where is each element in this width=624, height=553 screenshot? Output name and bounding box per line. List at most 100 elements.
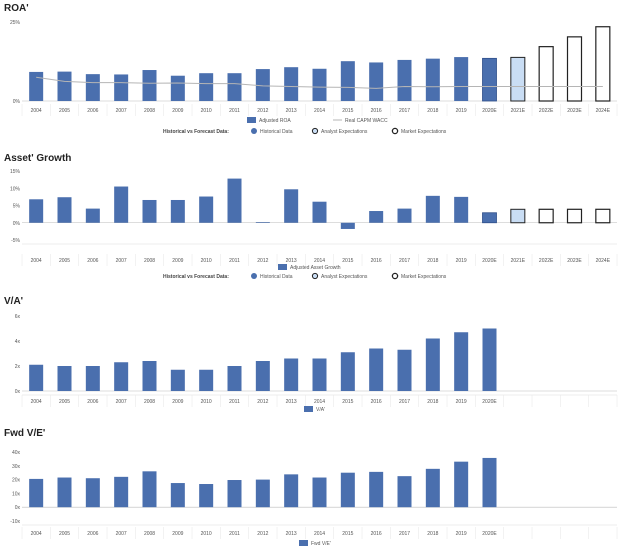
- roa-bar: [199, 73, 214, 101]
- va-xtick-label: 2018: [427, 399, 438, 405]
- va-ytick-label: 2x: [15, 364, 21, 370]
- asset-growth-xtick-label: 2008: [144, 258, 155, 264]
- fwd-ve-bar: [85, 478, 100, 508]
- fwd-ve-ytick-label: 0x: [15, 505, 21, 511]
- roa-bar: [312, 68, 327, 101]
- va-bar: [227, 366, 242, 391]
- roa-analyst-expectation-bar: [510, 56, 526, 102]
- asset-growth-xtick-label: 2010: [201, 258, 212, 264]
- va-bar: [142, 361, 157, 391]
- fwd-ve-bar: [227, 480, 242, 508]
- roa-legend-historical-marker: [251, 128, 257, 134]
- fwd-ve-bar: [57, 477, 72, 508]
- asset-growth-xtick-label: 2023E: [567, 258, 582, 264]
- va-bar: [199, 369, 214, 391]
- roa-xtick-label: 2010: [201, 108, 212, 114]
- va-xtick-label: 2010: [201, 399, 212, 405]
- roa-legend-label: Market Expectations: [401, 129, 447, 135]
- roa-market-expectation-bar: [566, 36, 583, 102]
- roa-legend-label: Real CAPM WACC: [345, 118, 388, 124]
- roa-legend-label: Adjusted ROA: [259, 118, 291, 124]
- va-bar: [425, 338, 440, 391]
- fwd-ve-xtick-label: 2011: [229, 531, 240, 537]
- fwd-ve-bar: [369, 471, 384, 508]
- va-ytick-label: 6x: [15, 314, 21, 320]
- va-xtick-label: 2011: [229, 399, 240, 405]
- asset-growth-ytick-label: 0%: [13, 221, 21, 227]
- fwd-ve-bar: [284, 474, 299, 508]
- asset-growth-bar: [369, 211, 384, 223]
- asset-growth-bar: [227, 178, 242, 223]
- roa-bar: [142, 70, 157, 101]
- fwd-ve-xtick-label: 2018: [427, 531, 438, 537]
- asset-growth-xtick-label: 2009: [172, 258, 183, 264]
- fwd-ve-ytick-label: 40x: [12, 450, 21, 456]
- roa-xtick-label: 2016: [371, 108, 382, 114]
- fwd-ve-xtick-label: 2015: [342, 531, 353, 537]
- asset-growth-bar: [170, 199, 185, 223]
- va-ytick-label: 0x: [15, 389, 21, 395]
- fwd-ve-bar: [199, 484, 214, 508]
- roa-bar: [284, 67, 299, 101]
- roa-xtick-label: 2017: [399, 108, 410, 114]
- asset-growth-xtick-label: 2018: [427, 258, 438, 264]
- asset-growth-xtick-label: 2024E: [596, 258, 611, 264]
- va-bar: [454, 332, 469, 391]
- asset-growth-bar: [340, 222, 355, 229]
- fwd-ve-ytick-label: 30x: [12, 464, 21, 470]
- va-bar: [57, 366, 72, 391]
- fwd-ve-legend-bar-swatch: [299, 540, 308, 546]
- roa-wacc-line: [36, 76, 603, 89]
- fwd-ve-xtick-label: 2020E: [482, 531, 497, 537]
- asset-growth-xtick-label: 2011: [229, 258, 240, 264]
- asset-growth-xtick-label: 2006: [87, 258, 98, 264]
- asset-growth-bar: [114, 186, 129, 223]
- roa-legend-label: Analyst Expectations: [321, 129, 368, 135]
- roa-xtick-label: 2019: [456, 108, 467, 114]
- asset-growth-bar: [454, 196, 469, 223]
- fwd-ve-xtick-label: 2014: [314, 531, 325, 537]
- asset-growth-bar: [312, 201, 327, 223]
- roa-bar: [85, 74, 100, 101]
- asset-growth-legend-bar-swatch: [278, 264, 287, 270]
- roa-xtick-label: 2015: [342, 108, 353, 114]
- fwd-ve-xtick-label: 2007: [116, 531, 127, 537]
- asset-growth-xtick-label: 2017: [399, 258, 410, 264]
- roa-xtick-label: 2023E: [567, 108, 582, 114]
- fwd-ve-xtick-label: 2010: [201, 531, 212, 537]
- asset-growth-legend-group-label: Historical vs Forecast Data:: [163, 274, 229, 280]
- roa-bar: [170, 75, 185, 101]
- va-bar: [397, 349, 412, 391]
- va-xtick-label: 2008: [144, 399, 155, 405]
- fwd-ve-bar: [29, 478, 44, 508]
- roa-legend-analyst-marker: [311, 127, 319, 135]
- roa-market-expectation-bar: [538, 46, 554, 102]
- va-xtick-label: 2020E: [482, 399, 497, 405]
- asset-growth-forecast-historical-bar: [482, 212, 497, 224]
- asset-growth-xtick-label: 2005: [59, 258, 70, 264]
- va-bar: [284, 358, 299, 391]
- va-bar: [29, 364, 44, 391]
- roa-xtick-label: 2013: [286, 108, 297, 114]
- asset-growth-xtick-label: 2007: [116, 258, 127, 264]
- va-legend-label: V/A': [316, 407, 325, 413]
- va-legend-bar-swatch: [304, 406, 313, 412]
- fwd-ve-bar: [397, 476, 412, 508]
- fwd-ve-bar: [170, 483, 185, 508]
- asset-growth-legend-historical-marker: [251, 273, 257, 279]
- va-bar: [482, 328, 497, 391]
- va-xtick-label: 2005: [59, 399, 70, 405]
- asset-growth-xtick-label: 2022E: [539, 258, 554, 264]
- asset-growth-xtick-label: 2012: [257, 258, 268, 264]
- roa-ytick-label: 25%: [10, 20, 21, 26]
- asset-growth-bar: [255, 222, 270, 223]
- roa-xtick-label: 2020E: [482, 108, 497, 114]
- fwd-ve-xtick-label: 2012: [257, 531, 268, 537]
- roa-market-expectation-bar: [595, 26, 611, 102]
- fwd-ve-xtick-label: 2004: [31, 531, 42, 537]
- roa-bar: [369, 62, 384, 101]
- roa-xtick-label: 2006: [87, 108, 98, 114]
- va-xtick-label: 2004: [31, 399, 42, 405]
- asset-growth-xtick-label: 2019: [456, 258, 467, 264]
